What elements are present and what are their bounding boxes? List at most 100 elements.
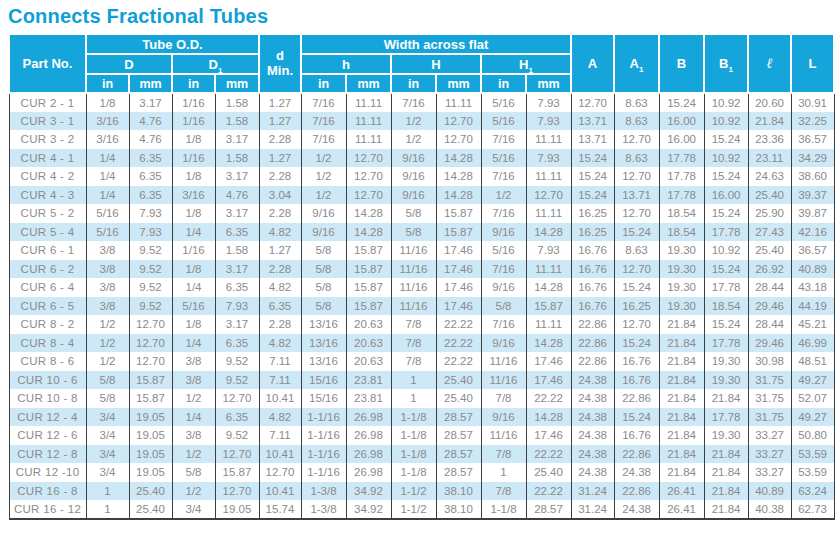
value-cell: 19.30 [659,278,704,297]
value-cell: 3.17 [215,260,259,279]
value-cell: 1/8 [172,260,215,279]
value-cell: 6.35 [129,149,172,168]
part-no-cell: CUR 8 - 6 [9,352,86,371]
value-cell: 28.57 [436,408,481,427]
value-cell: 11/16 [391,260,436,279]
value-cell: 16.25 [571,204,614,223]
table-row: CUR 10 - 65/815.873/89.527.1115/1623.811… [9,371,834,390]
part-no-cell: CUR 2 - 1 [9,93,86,112]
value-cell: 15.87 [346,297,391,316]
col-header-A1: A1 [614,34,659,93]
value-cell: 26.92 [748,260,791,279]
col-header-h: h [301,54,391,74]
part-no-cell: CUR 6 - 4 [9,278,86,297]
value-cell: 33.27 [748,445,791,464]
value-cell: 10.92 [704,241,748,260]
unit-header-D-mm: mm [129,74,172,93]
value-cell: 1-1/8 [391,463,436,482]
value-cell: 17.78 [704,223,748,242]
value-cell: 1/2 [301,186,346,205]
value-cell: 36.57 [791,130,834,149]
value-cell: 14.28 [346,223,391,242]
value-cell: 15.24 [614,223,659,242]
value-cell: 11.11 [526,204,571,223]
value-cell: 11.11 [526,167,571,186]
part-no-cell: CUR 12 -10 [9,463,86,482]
value-cell: 5/8 [86,389,129,408]
value-cell: 25.40 [748,241,791,260]
value-cell: 7.11 [259,426,301,445]
value-cell: 12.70 [346,186,391,205]
value-cell: 10.41 [259,389,301,408]
value-cell: 25.90 [748,204,791,223]
value-cell: 1/2 [301,167,346,186]
value-cell: 5/8 [481,297,526,316]
value-cell: 21.84 [659,426,704,445]
value-cell: 7/16 [481,204,526,223]
value-cell: 9/16 [481,408,526,427]
value-cell: 1.27 [259,149,301,168]
value-cell: 15.24 [614,334,659,353]
value-cell: 17.46 [526,426,571,445]
value-cell: 24.38 [614,463,659,482]
value-cell: 1-3/8 [301,482,346,501]
value-cell: 15.24 [704,315,748,334]
value-cell: 18.54 [659,204,704,223]
value-cell: 3/16 [172,186,215,205]
value-cell: 9/16 [481,278,526,297]
value-cell: 5/16 [481,149,526,168]
value-cell: 11/16 [391,297,436,316]
value-cell: 3.17 [215,204,259,223]
value-cell: 3/4 [86,408,129,427]
value-cell: 17.46 [526,352,571,371]
value-cell: 28.44 [748,278,791,297]
value-cell: 5/8 [391,204,436,223]
value-cell: 7/16 [481,130,526,149]
col-header-D1-sub: 1 [218,65,222,74]
value-cell: 1-3/8 [301,500,346,519]
value-cell: 2.28 [259,260,301,279]
value-cell: 1/8 [172,315,215,334]
part-no-cell: CUR 8 - 4 [9,334,86,353]
value-cell: 19.30 [704,371,748,390]
value-cell: 1/4 [86,149,129,168]
value-cell: 13/16 [301,334,346,353]
part-no-cell: CUR 4 - 2 [9,167,86,186]
value-cell: 26.98 [346,463,391,482]
value-cell: 15.87 [215,463,259,482]
value-cell: 10.41 [259,482,301,501]
value-cell: 49.27 [791,408,834,427]
value-cell: 3.17 [215,167,259,186]
value-cell: 24.38 [571,408,614,427]
value-cell: 31.24 [571,482,614,501]
value-cell: 15.24 [704,167,748,186]
value-cell: 28.57 [436,463,481,482]
value-cell: 5/8 [301,260,346,279]
value-cell: 9.52 [129,278,172,297]
value-cell: 3/8 [172,352,215,371]
table-row: CUR 12 - 63/419.053/89.527.111-1/1626.98… [9,426,834,445]
value-cell: 16.00 [659,112,704,131]
value-cell: 1-1/16 [301,445,346,464]
value-cell: 38.60 [791,167,834,186]
value-cell: 15.24 [704,130,748,149]
value-cell: 22.86 [571,315,614,334]
col-header-A: A [571,34,614,93]
value-cell: 2.28 [259,315,301,334]
part-no-cell: CUR 8 - 2 [9,315,86,334]
col-header-width-across-flat: Width across flat [301,34,571,54]
value-cell: 3/8 [172,426,215,445]
table-header: Part No. Tube O.D. d Min. Width across f… [9,34,834,93]
part-no-cell: CUR 16 - 12 [9,500,86,519]
value-cell: 1.58 [215,241,259,260]
value-cell: 25.40 [436,371,481,390]
value-cell: 1/4 [172,223,215,242]
value-cell: 28.44 [748,315,791,334]
part-no-cell: CUR 16 - 8 [9,482,86,501]
value-cell: 40.38 [748,500,791,519]
value-cell: 1/8 [86,93,129,112]
value-cell: 9.52 [129,260,172,279]
value-cell: 11/16 [481,426,526,445]
catalog-page: Connects Fractional Tubes Part No. Tube … [0,5,836,520]
value-cell: 7/16 [391,93,436,112]
